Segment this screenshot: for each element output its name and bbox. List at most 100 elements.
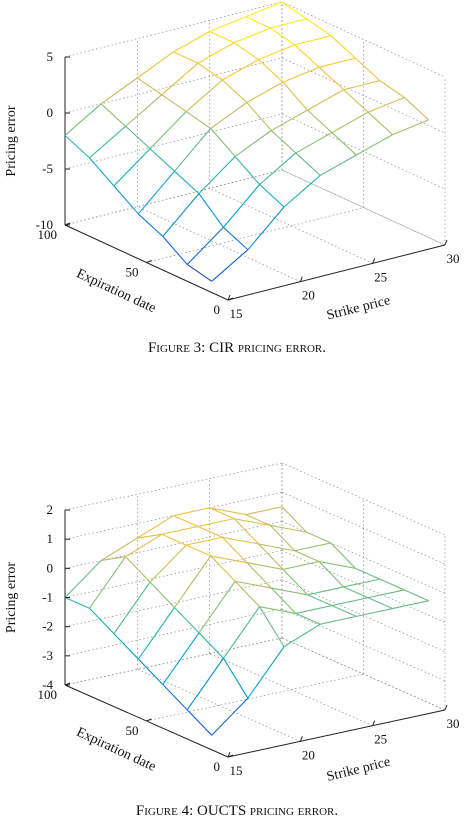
mesh-edge [234,156,260,185]
z-axis-label: Pricing error [4,105,19,176]
mesh-edge [282,81,308,111]
z-tick-label: -10 [36,217,53,232]
mesh-edge [185,79,223,112]
mesh-edge [319,561,356,569]
mesh-edge [306,18,332,37]
mesh-edge [283,174,321,208]
mesh-edge [245,506,283,516]
mesh-edge [269,27,296,46]
grid-line [281,579,446,652]
grid-line [64,520,283,569]
tick-mark [146,718,152,722]
mesh-edge [392,119,429,136]
x-tick-label: 15 [230,306,243,321]
mesh-edge [282,561,320,570]
mesh-edge [367,111,393,136]
mesh-edge [355,567,381,580]
mesh-edge [270,18,307,29]
mesh-edge [354,57,381,82]
mesh-edge [246,562,284,570]
mesh-edge [197,525,223,538]
tick-mark [444,239,448,246]
grid-line [281,550,446,623]
mesh-edge [210,102,248,129]
mesh-edge [173,31,210,53]
z-tick-label: -3 [42,648,53,663]
y-tick-label: 50 [126,265,139,280]
mesh-edge [223,226,249,251]
mesh-edge [174,128,212,172]
mesh-edge [222,536,259,545]
tick-mark [444,704,448,711]
z-tick-label: 0 [47,105,54,120]
mesh-edge [211,249,249,282]
mesh-edge [294,550,320,563]
mesh-edge [319,57,356,68]
mesh-edge [89,157,115,187]
mesh-edge [125,556,151,583]
mesh-edge [271,109,308,131]
mesh-edge [331,111,369,134]
mesh-edge [233,42,259,61]
mesh-edge [356,134,393,156]
mesh-edge [259,152,297,185]
mesh-edge [295,152,321,176]
mesh-edge [197,62,223,81]
mesh-edge [211,697,249,736]
grid-line [64,1,283,58]
mesh-edge [259,606,296,614]
mesh-edge [306,531,332,544]
mesh-edge [162,684,188,711]
mesh-edge [270,587,297,614]
mesh-edge [282,569,308,596]
mesh-edge [174,170,200,195]
mesh-edge [343,89,369,113]
mesh-edge [330,542,356,569]
mesh-edge [330,35,356,59]
mesh-edge [173,51,199,64]
mesh-edge [113,185,139,215]
mesh-edge [137,658,164,685]
mesh-edge [64,134,90,159]
mesh-edge [209,31,235,44]
mesh-edge [186,226,224,265]
x-tick-label: 20 [302,747,315,762]
grid-line [64,579,283,628]
grid-line [64,491,283,540]
y-tick-label: 0 [214,302,221,317]
mesh-edge [246,562,272,589]
mesh-edge [281,506,307,533]
mesh-edge [161,525,199,535]
mesh-edge [294,44,320,68]
mesh-edge [137,533,162,539]
mesh-edge [210,128,236,157]
tick-mark [64,682,71,686]
grid-line [64,608,283,657]
mesh-edge [295,612,321,625]
mesh-edge [319,154,357,176]
mesh-edge [64,560,102,598]
mesh-edge [209,507,246,516]
mesh-edge [259,184,285,208]
mesh-edge [258,543,295,552]
mesh-edge [186,709,213,736]
mesh-edge [186,536,223,546]
tick-mark [227,751,231,758]
mesh-edge [222,79,248,103]
mesh-edge [197,518,235,528]
y-tick-label: 100 [38,227,58,242]
mesh-edge [162,236,188,265]
x-axis-label: Strike price [325,755,392,785]
z-tick-label: 0 [47,560,54,575]
mesh-edge [197,42,235,64]
x-tick-label: 25 [374,269,387,284]
grid-line [64,462,283,511]
mesh-edge [149,544,187,583]
mesh-edge [137,515,174,539]
tick-mark [372,258,376,264]
mesh-edge [246,102,272,131]
mesh-edge [271,587,308,596]
mesh-edge [331,605,357,617]
mesh-edge [210,555,247,564]
